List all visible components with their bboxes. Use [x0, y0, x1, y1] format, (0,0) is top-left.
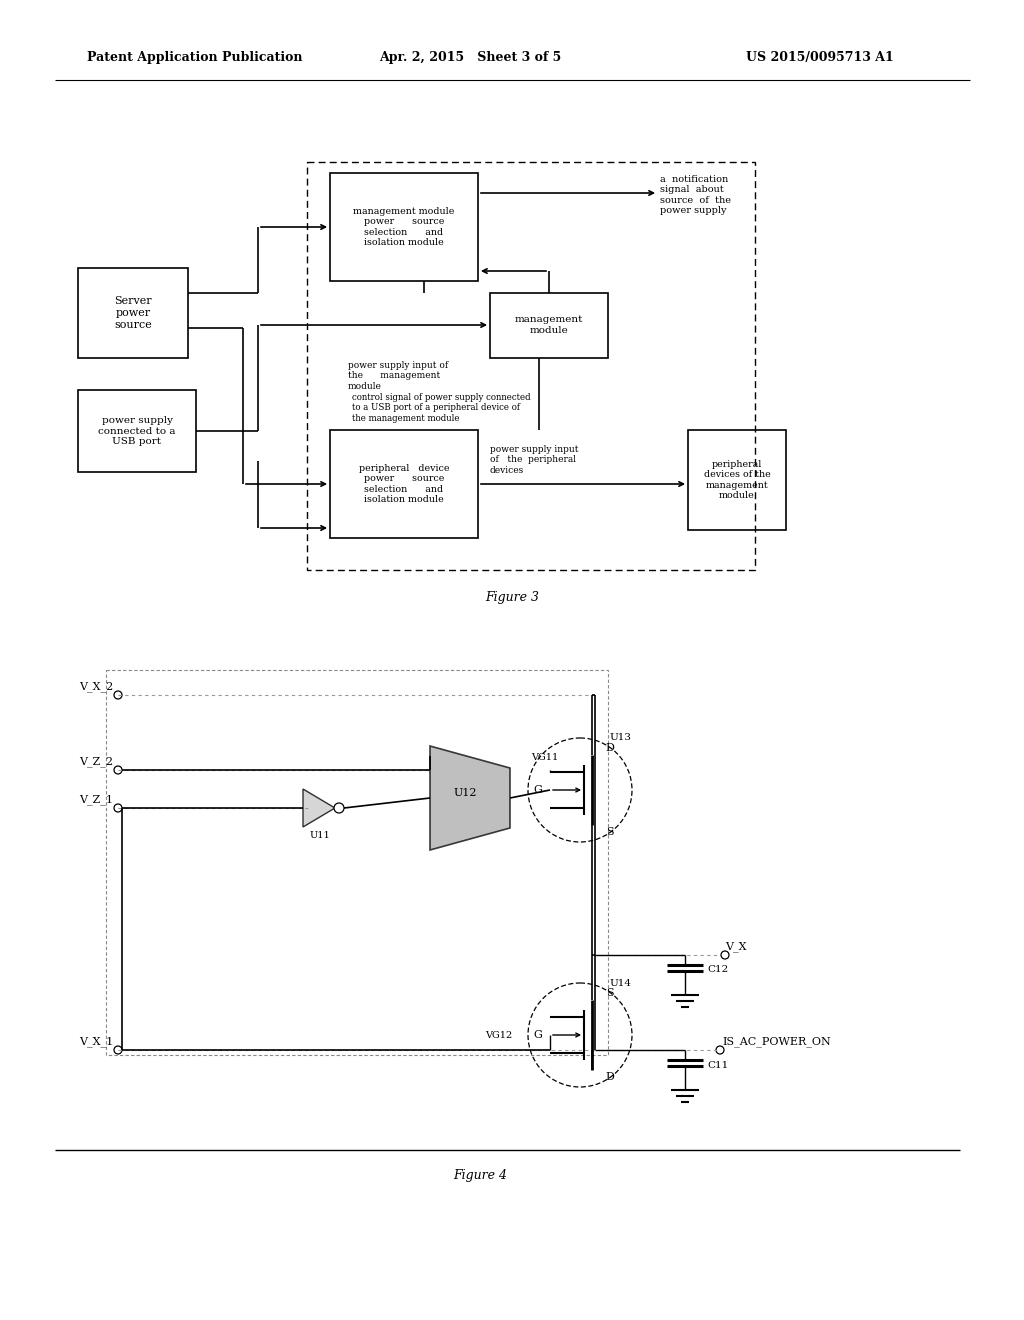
Text: V_Z_1: V_Z_1 — [79, 795, 113, 805]
Bar — [106, 671, 608, 1055]
Circle shape — [114, 766, 122, 774]
Text: C11: C11 — [707, 1060, 728, 1069]
Text: U13: U13 — [609, 734, 631, 742]
Text: VG11: VG11 — [531, 754, 559, 763]
Polygon shape — [430, 746, 510, 850]
Circle shape — [114, 1045, 122, 1053]
Bar — [78, 389, 196, 473]
Text: U12: U12 — [454, 788, 477, 799]
Text: peripheral   device
power      source
selection      and
isolation module: peripheral device power source selection… — [358, 463, 450, 504]
Circle shape — [716, 1045, 724, 1053]
Text: Patent Application Publication: Patent Application Publication — [87, 51, 303, 65]
Text: Server
power
source: Server power source — [114, 297, 152, 330]
Text: U14: U14 — [609, 978, 631, 987]
Text: S: S — [606, 828, 613, 837]
Text: power supply
connected to a
USB port: power supply connected to a USB port — [98, 416, 176, 446]
Text: G: G — [534, 1030, 543, 1040]
Polygon shape — [303, 789, 335, 828]
Text: C12: C12 — [707, 965, 728, 974]
Text: V_X_2: V_X_2 — [79, 681, 113, 693]
Text: V_Z_2: V_Z_2 — [79, 756, 113, 767]
Circle shape — [721, 950, 729, 960]
Text: D: D — [605, 743, 614, 752]
Bar — [307, 162, 755, 570]
Text: Figure 3: Figure 3 — [485, 590, 539, 603]
Text: management module
power      source
selection      and
isolation module: management module power source selection… — [353, 207, 455, 247]
Circle shape — [114, 804, 122, 812]
Bar — [688, 430, 786, 531]
Text: control signal of power supply connected
to a USB port of a peripheral device of: control signal of power supply connected… — [352, 393, 530, 422]
Text: S: S — [606, 987, 613, 998]
Circle shape — [334, 803, 344, 813]
Bar — [330, 173, 478, 281]
Text: power supply input of
the      management
module: power supply input of the management mod… — [348, 362, 449, 391]
Text: power supply input
of   the  peripheral
devices: power supply input of the peripheral dev… — [490, 445, 579, 475]
Text: peripheral
devices of the
management
module: peripheral devices of the management mod… — [703, 459, 770, 500]
Text: V_X: V_X — [725, 941, 746, 952]
Text: G: G — [534, 785, 543, 795]
Text: IS_AC_POWER_ON: IS_AC_POWER_ON — [722, 1036, 830, 1047]
Text: V_X_1: V_X_1 — [79, 1036, 113, 1047]
Bar — [330, 430, 478, 539]
Text: Figure 4: Figure 4 — [453, 1168, 507, 1181]
Circle shape — [114, 690, 122, 700]
Bar — [490, 293, 608, 358]
Text: a  notification
signal  about
source  of  the
power supply: a notification signal about source of th… — [660, 176, 731, 215]
Text: management
module: management module — [515, 315, 584, 335]
Text: Apr. 2, 2015   Sheet 3 of 5: Apr. 2, 2015 Sheet 3 of 5 — [379, 51, 561, 65]
Text: D: D — [605, 1072, 614, 1082]
Bar — [78, 268, 188, 358]
Text: US 2015/0095713 A1: US 2015/0095713 A1 — [746, 51, 894, 65]
Text: U11: U11 — [309, 832, 331, 841]
Text: VG12: VG12 — [484, 1031, 512, 1040]
